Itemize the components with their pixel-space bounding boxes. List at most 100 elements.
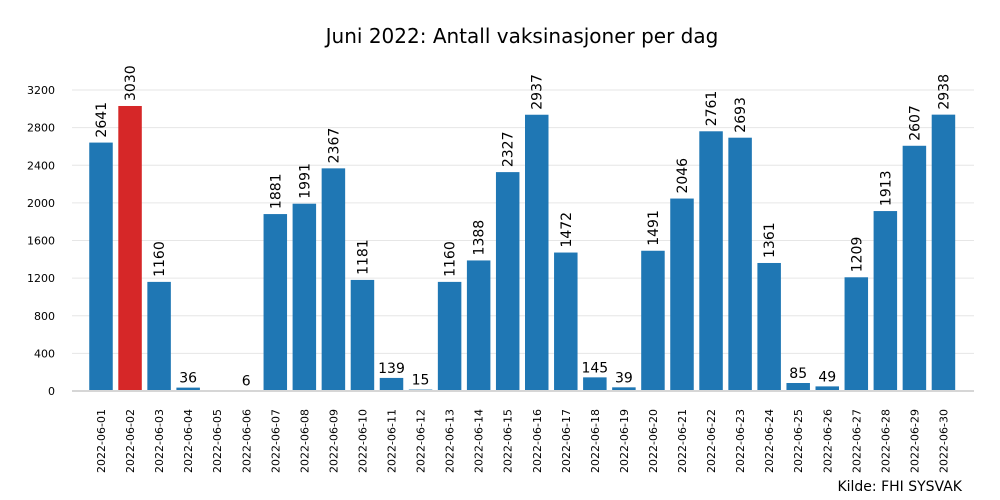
bar [699, 131, 723, 391]
y-tick-label: 2000 [27, 197, 55, 210]
bar [583, 377, 607, 391]
x-tick-label: 2022-06-20 [647, 409, 660, 473]
x-tick-label: 2022-06-08 [298, 409, 311, 473]
data-label: 1472 [559, 212, 575, 248]
bar [931, 114, 956, 391]
y-tick-label: 2400 [27, 159, 55, 172]
x-tick-label: 2022-06-09 [327, 409, 340, 473]
data-label: 2641 [94, 102, 110, 138]
data-label: 1913 [878, 170, 894, 206]
x-tick-label: 2022-06-19 [618, 409, 631, 473]
data-label: 145 [581, 360, 608, 376]
x-tick-label: 2022-06-16 [531, 409, 544, 473]
data-label: 2327 [501, 131, 517, 167]
y-tick-label: 0 [48, 385, 55, 398]
data-label: 3030 [123, 65, 139, 101]
data-labels: 2641 3030 1160 36 6 1881 1991 2367 1181 139 15 1160… [94, 65, 952, 389]
data-label: 2761 [704, 91, 720, 127]
x-tick-label: 2022-06-05 [211, 409, 224, 473]
data-label: 1881 [268, 173, 284, 209]
data-label: 1209 [849, 237, 865, 273]
data-label: 2367 [326, 128, 342, 164]
x-tick-label: 2022-06-28 [879, 409, 892, 473]
bar [728, 137, 752, 391]
x-tick-label: 2022-06-07 [269, 409, 282, 473]
data-label: 6 [242, 373, 251, 389]
data-label: 85 [789, 366, 807, 382]
gridlines [72, 89, 974, 354]
x-tick-label: 2022-06-15 [502, 409, 515, 473]
data-label: 1160 [443, 241, 459, 277]
data-label: 1991 [297, 163, 313, 199]
x-tick-label: 2022-06-01 [95, 409, 108, 473]
y-tick-label: 1600 [27, 235, 55, 248]
x-tick-label: 2022-06-22 [705, 409, 718, 473]
bar [263, 214, 288, 391]
bar [350, 279, 375, 391]
bar [873, 211, 898, 391]
bar [786, 383, 810, 391]
y-tick-label: 2800 [27, 122, 55, 135]
bar [292, 203, 317, 391]
bar [641, 250, 665, 391]
bar [670, 198, 694, 391]
x-tick-label: 2022-06-17 [560, 409, 573, 473]
bar [118, 105, 142, 391]
y-axis-ticks: 0 400 800 1200 1600 2000 2400 2800 3200 [27, 84, 55, 398]
data-label: 2046 [675, 158, 691, 194]
bar [437, 281, 462, 391]
data-label: 1361 [762, 222, 778, 258]
data-label: 1160 [152, 241, 168, 277]
data-label: 1388 [472, 220, 488, 256]
data-label: 139 [378, 361, 405, 377]
x-tick-label: 2022-06-23 [734, 409, 747, 473]
x-tick-label: 2022-06-04 [182, 409, 195, 473]
source-note: Kilde: FHI SYSVAK [837, 479, 962, 495]
bar [525, 114, 549, 391]
data-label: 49 [818, 369, 836, 385]
x-tick-label: 2022-06-18 [589, 409, 602, 473]
bar [554, 252, 578, 391]
data-label: 36 [179, 371, 197, 387]
bar [844, 277, 869, 391]
bar [89, 142, 113, 391]
x-tick-label: 2022-06-11 [386, 409, 399, 473]
bar [495, 172, 520, 391]
x-tick-label: 2022-06-13 [444, 409, 457, 473]
bar [902, 145, 927, 391]
x-tick-label: 2022-06-10 [356, 409, 369, 473]
x-tick-label: 2022-06-03 [153, 409, 166, 473]
bars [89, 105, 956, 391]
bar [147, 281, 171, 391]
x-tick-label: 2022-06-27 [850, 409, 863, 473]
bar [612, 387, 636, 391]
y-tick-label: 400 [34, 347, 55, 360]
chart-title: Juni 2022: Antall vaksinasjoner per dag [324, 24, 719, 48]
bar [757, 262, 781, 391]
y-tick-label: 3200 [27, 84, 55, 97]
bar [379, 377, 404, 391]
x-tick-label: 2022-06-21 [676, 409, 689, 473]
data-label: 2938 [936, 74, 952, 110]
y-tick-label: 800 [34, 310, 55, 323]
x-axis-ticks: 2022-06-01 2022-06-02 2022-06-03 2022-06-04… [95, 409, 950, 473]
data-label: 2607 [907, 105, 923, 141]
x-tick-label: 2022-06-12 [415, 409, 428, 473]
data-label: 39 [615, 370, 633, 386]
data-label: 2693 [733, 97, 749, 133]
x-tick-label: 2022-06-26 [821, 409, 834, 473]
y-tick-label: 1200 [27, 272, 55, 285]
data-label: 15 [412, 373, 430, 389]
bar [321, 168, 346, 391]
data-label: 1181 [355, 239, 371, 275]
x-tick-label: 2022-06-29 [908, 409, 921, 473]
x-tick-label: 2022-06-14 [473, 409, 486, 473]
x-tick-label: 2022-06-02 [124, 409, 137, 473]
data-label: 1491 [646, 210, 662, 246]
bar [815, 386, 839, 391]
bar [466, 260, 491, 391]
x-tick-label: 2022-06-25 [792, 409, 805, 473]
bar [176, 387, 200, 391]
data-label: 2937 [530, 74, 546, 110]
